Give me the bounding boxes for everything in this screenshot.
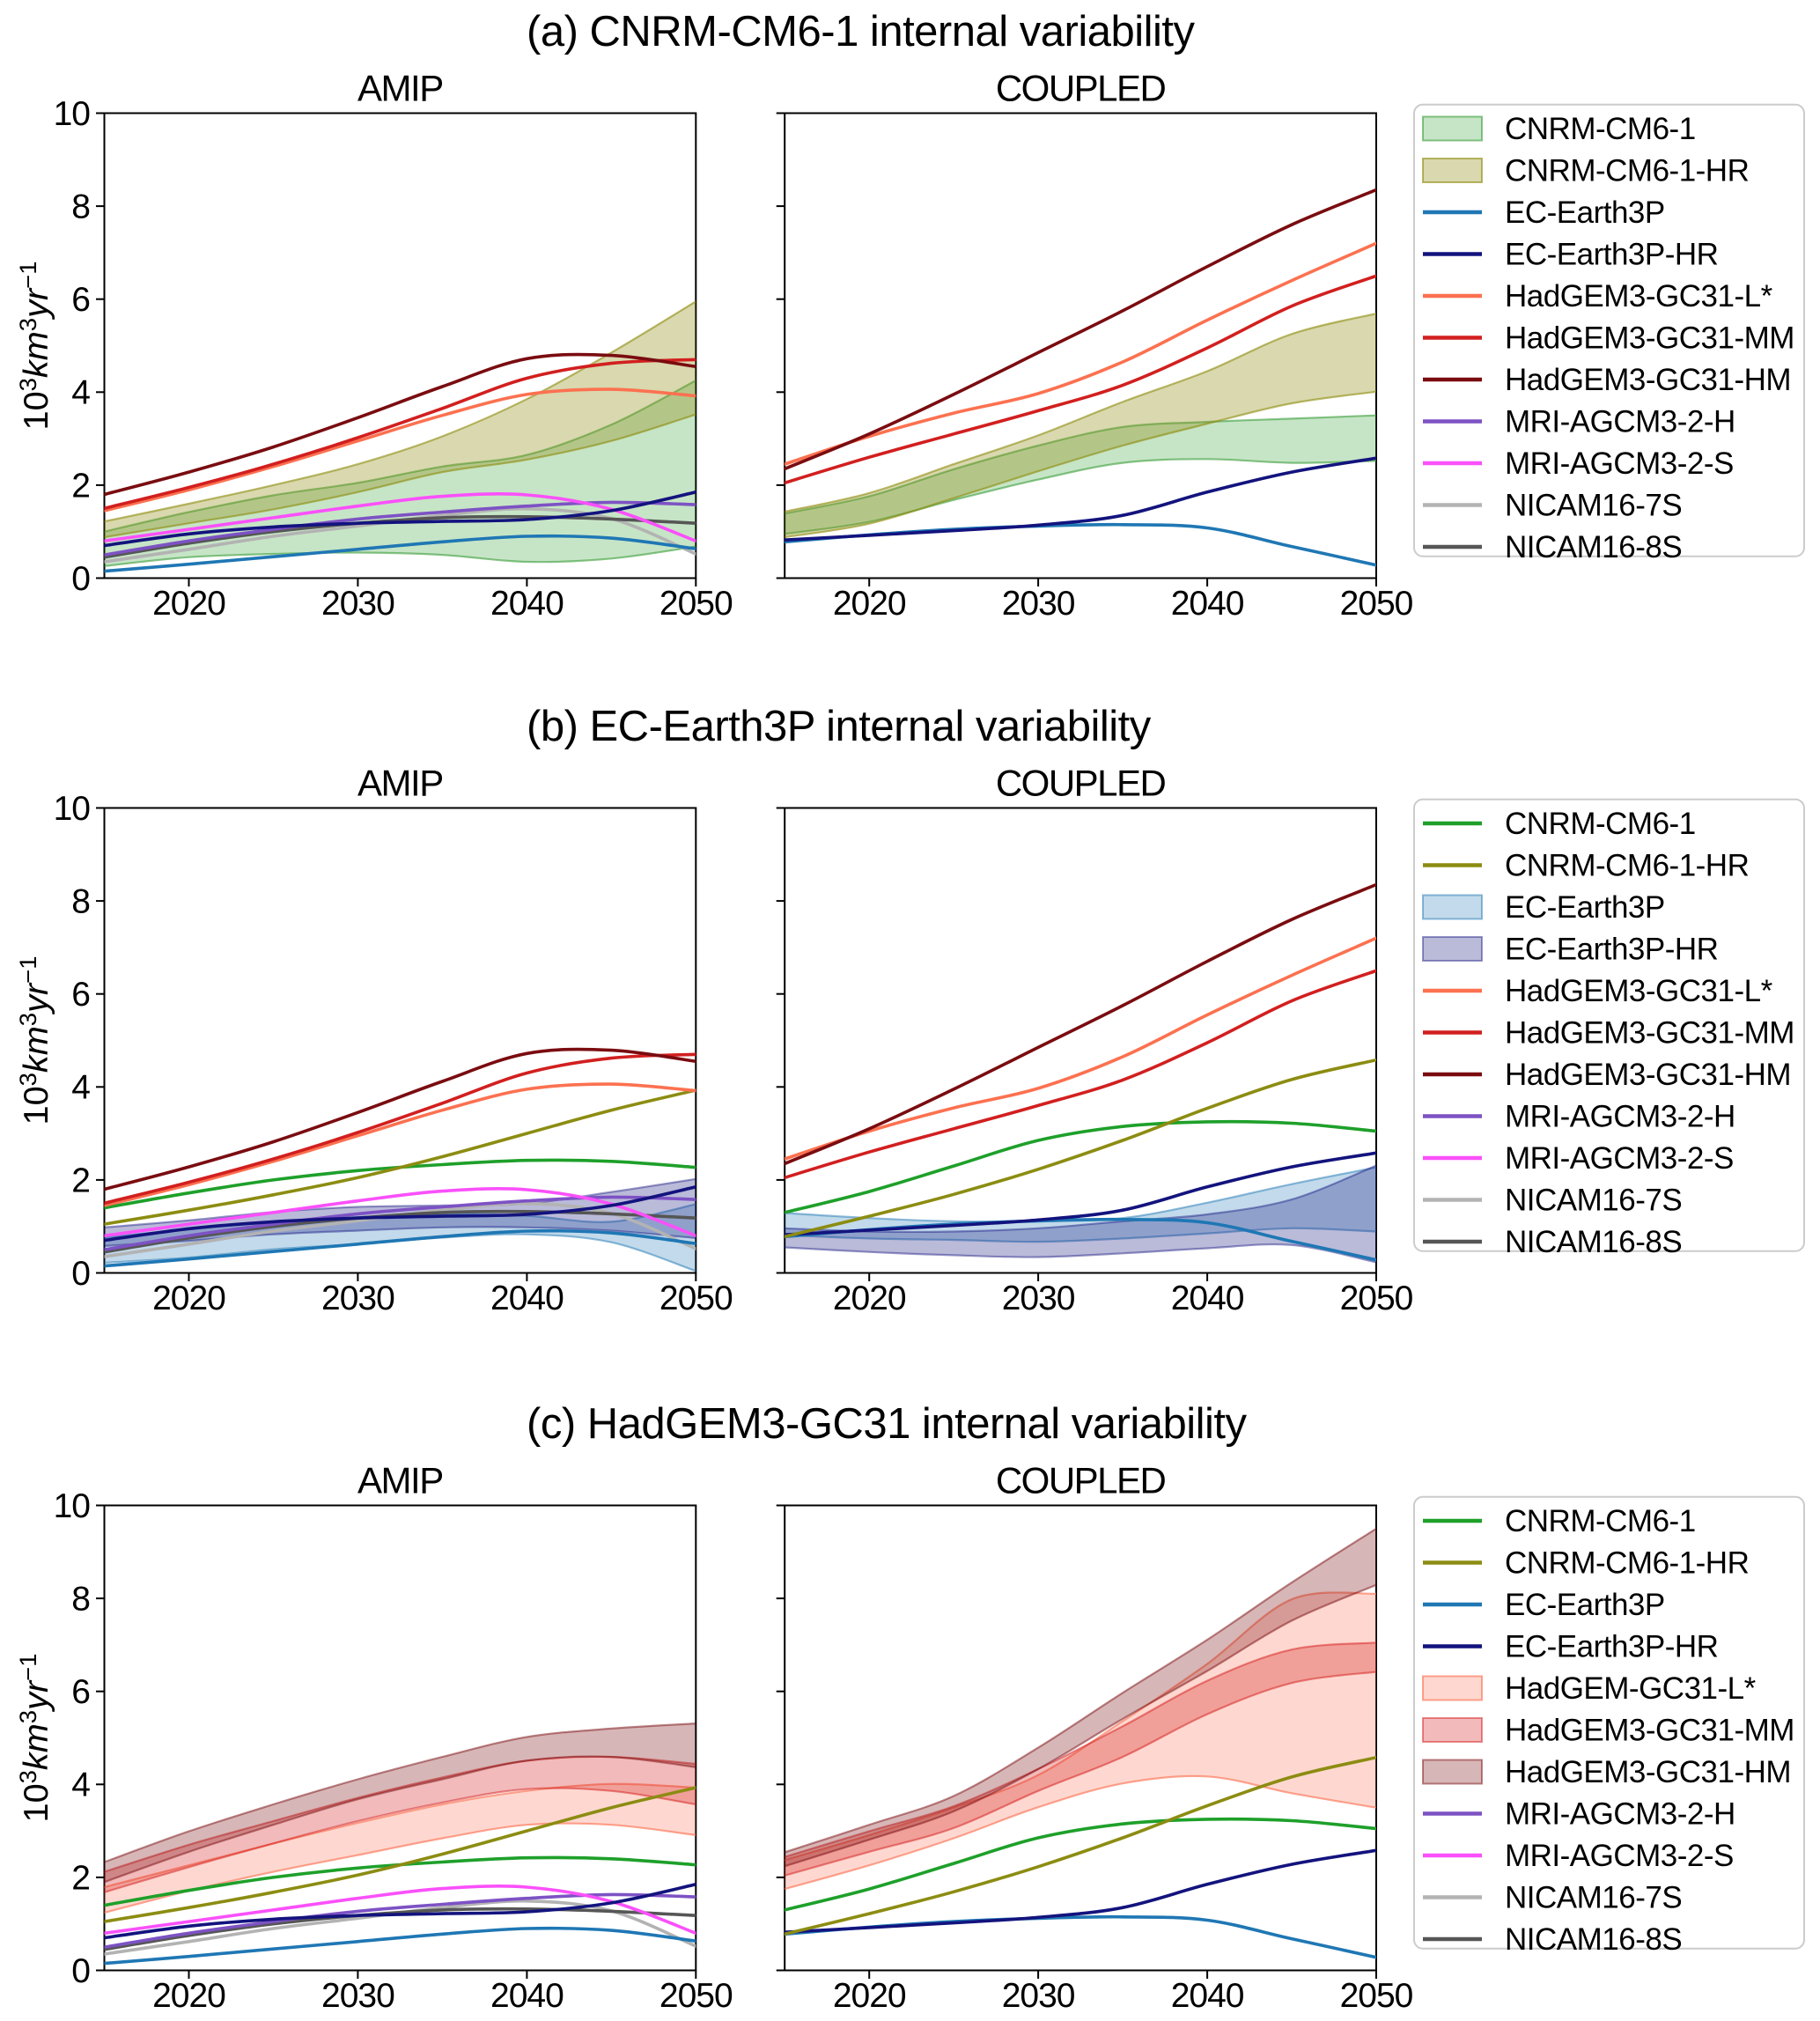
svg-text:MRI-AGCM3-2-H: MRI-AGCM3-2-H [1505, 1797, 1735, 1832]
svg-text:MRI-AGCM3-2-S: MRI-AGCM3-2-S [1505, 446, 1734, 481]
svg-text:2020: 2020 [152, 1280, 225, 1317]
svg-text:2050: 2050 [659, 1280, 733, 1317]
svg-text:COUPLED: COUPLED [996, 1460, 1166, 1501]
svg-text:EC-Earth3P-HR: EC-Earth3P-HR [1505, 238, 1718, 272]
svg-text:NICAM16-7S: NICAM16-7S [1505, 489, 1682, 523]
svg-text:4: 4 [71, 1767, 90, 1804]
svg-text:HadGEM-GC31-L*: HadGEM-GC31-L* [1505, 1671, 1757, 1706]
svg-text:NICAM16-8S: NICAM16-8S [1505, 1922, 1682, 1957]
svg-text:2: 2 [71, 467, 90, 505]
svg-text:HadGEM3-GC31-MM: HadGEM3-GC31-MM [1505, 321, 1794, 356]
svg-text:10: 10 [54, 95, 91, 133]
svg-text:HadGEM3-GC31-MM: HadGEM3-GC31-MM [1505, 1714, 1794, 1748]
svg-text:2040: 2040 [490, 585, 564, 623]
svg-text:4: 4 [71, 374, 90, 412]
svg-text:2020: 2020 [833, 1977, 906, 2015]
svg-text:MRI-AGCM3-2-H: MRI-AGCM3-2-H [1505, 1100, 1735, 1134]
svg-text:2040: 2040 [1171, 1977, 1244, 2015]
svg-text:2040: 2040 [1171, 1280, 1244, 1317]
svg-text:AMIP: AMIP [357, 1460, 443, 1501]
svg-text:AMIP: AMIP [357, 68, 443, 109]
svg-text:CNRM-CM6-1-HR: CNRM-CM6-1-HR [1505, 1546, 1749, 1581]
svg-text:CNRM-CM6-1: CNRM-CM6-1 [1505, 112, 1696, 146]
svg-text:2020: 2020 [152, 585, 225, 623]
svg-text:(c) HadGEM3-GC31 internal vari: (c) HadGEM3-GC31 internal variability [527, 1400, 1247, 1448]
svg-text:103km3yr−1: 103km3yr−1 [15, 956, 55, 1125]
svg-text:2050: 2050 [659, 1977, 733, 2015]
svg-text:6: 6 [71, 281, 90, 319]
svg-text:0: 0 [71, 1255, 90, 1293]
svg-text:2030: 2030 [321, 1977, 394, 2015]
svg-text:HadGEM3-GC31-L*: HadGEM3-GC31-L* [1505, 279, 1773, 313]
svg-text:NICAM16-7S: NICAM16-7S [1505, 1184, 1682, 1218]
svg-text:2030: 2030 [321, 1280, 394, 1317]
svg-text:103km3yr−1: 103km3yr−1 [15, 262, 55, 431]
svg-text:NICAM16-7S: NICAM16-7S [1505, 1881, 1682, 1915]
svg-text:2040: 2040 [1171, 585, 1244, 623]
svg-text:2050: 2050 [1340, 1280, 1413, 1317]
svg-text:EC-Earth3P-HR: EC-Earth3P-HR [1505, 1630, 1718, 1664]
svg-text:(b) EC-Earth3P internal variab: (b) EC-Earth3P internal variability [527, 703, 1152, 750]
svg-text:HadGEM3-GC31-HM: HadGEM3-GC31-HM [1505, 1755, 1791, 1789]
svg-text:CNRM-CM6-1: CNRM-CM6-1 [1505, 1504, 1696, 1538]
svg-text:8: 8 [71, 188, 90, 226]
svg-text:2: 2 [71, 1859, 90, 1897]
svg-text:NICAM16-8S: NICAM16-8S [1505, 1225, 1682, 1259]
svg-text:2050: 2050 [659, 585, 733, 623]
svg-text:COUPLED: COUPLED [996, 68, 1166, 109]
svg-text:10: 10 [54, 1487, 91, 1525]
svg-text:8: 8 [71, 883, 90, 921]
svg-text:MRI-AGCM3-2-S: MRI-AGCM3-2-S [1505, 1141, 1734, 1176]
svg-text:AMIP: AMIP [357, 763, 443, 804]
svg-text:2: 2 [71, 1162, 90, 1199]
svg-text:2030: 2030 [1002, 1280, 1075, 1317]
svg-text:HadGEM3-GC31-L*: HadGEM3-GC31-L* [1505, 974, 1773, 1008]
svg-text:CNRM-CM6-1: CNRM-CM6-1 [1505, 807, 1696, 841]
svg-text:2040: 2040 [490, 1280, 564, 1317]
svg-text:6: 6 [71, 1673, 90, 1711]
svg-text:NICAM16-8S: NICAM16-8S [1505, 530, 1682, 564]
svg-text:2020: 2020 [833, 1280, 906, 1317]
svg-text:0: 0 [71, 560, 90, 598]
svg-text:8: 8 [71, 1581, 90, 1619]
svg-text:2020: 2020 [833, 585, 906, 623]
svg-text:2040: 2040 [490, 1977, 564, 2015]
svg-text:MRI-AGCM3-2-H: MRI-AGCM3-2-H [1505, 405, 1735, 439]
svg-text:EC-Earth3P: EC-Earth3P [1505, 890, 1665, 925]
svg-text:6: 6 [71, 976, 90, 1014]
svg-text:HadGEM3-GC31-HM: HadGEM3-GC31-HM [1505, 1058, 1791, 1092]
svg-text:CNRM-CM6-1-HR: CNRM-CM6-1-HR [1505, 154, 1749, 188]
svg-text:EC-Earth3P: EC-Earth3P [1505, 1588, 1665, 1622]
svg-text:2020: 2020 [152, 1977, 225, 2015]
svg-text:CNRM-CM6-1-HR: CNRM-CM6-1-HR [1505, 849, 1749, 883]
svg-text:2030: 2030 [321, 585, 394, 623]
svg-text:4: 4 [71, 1069, 90, 1107]
svg-text:EC-Earth3P: EC-Earth3P [1505, 195, 1665, 230]
svg-text:HadGEM3-GC31-HM: HadGEM3-GC31-HM [1505, 363, 1791, 397]
svg-text:2030: 2030 [1002, 585, 1075, 623]
svg-text:10: 10 [54, 790, 91, 828]
svg-text:(a) CNRM-CM6-1 internal variab: (a) CNRM-CM6-1 internal variability [527, 8, 1195, 55]
svg-text:COUPLED: COUPLED [996, 763, 1166, 804]
svg-text:2050: 2050 [1340, 1977, 1413, 2015]
svg-text:0: 0 [71, 1952, 90, 1990]
svg-text:2030: 2030 [1002, 1977, 1075, 2015]
svg-text:103km3yr−1: 103km3yr−1 [15, 1654, 55, 1823]
svg-text:MRI-AGCM3-2-S: MRI-AGCM3-2-S [1505, 1839, 1734, 1873]
svg-text:EC-Earth3P-HR: EC-Earth3P-HR [1505, 933, 1718, 967]
svg-text:2050: 2050 [1340, 585, 1413, 623]
svg-text:HadGEM3-GC31-MM: HadGEM3-GC31-MM [1505, 1016, 1794, 1051]
